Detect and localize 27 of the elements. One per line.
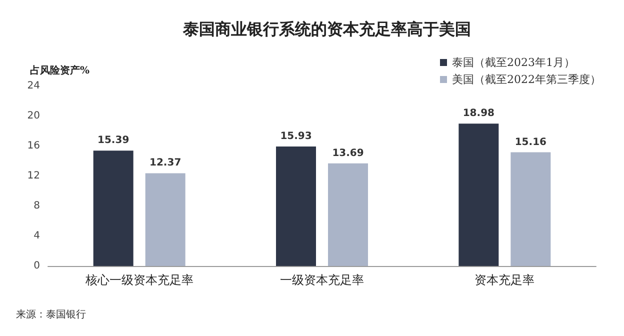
y-tick-label: 20 — [27, 110, 40, 122]
bar — [328, 163, 368, 266]
bar — [93, 150, 134, 266]
data-label: 18.98 — [462, 108, 495, 120]
y-tick-label: 4 — [34, 230, 40, 242]
x-tick-label: 核心一级资本充足率 — [84, 273, 194, 287]
bar — [458, 124, 499, 266]
bar — [510, 152, 551, 266]
y-tick-label: 24 — [27, 80, 40, 92]
bar — [276, 146, 316, 266]
y-axis-title: 占风险资产% — [30, 64, 90, 76]
y-tick-label: 0 — [34, 260, 40, 272]
bar — [145, 173, 186, 266]
y-tick-label: 16 — [27, 140, 40, 152]
source-note: 来源：泰国银行 — [16, 308, 86, 320]
x-tick-label: 一级资本充足率 — [280, 273, 364, 287]
data-label: 13.69 — [332, 148, 364, 159]
legend-label: 泰国（截至2023年1月） — [452, 56, 576, 69]
data-label: 15.93 — [280, 131, 312, 142]
y-tick-label: 12 — [27, 170, 40, 182]
chart-title: 泰国商业银行系统的资本充足率高于美国 — [182, 20, 471, 38]
legend-label: 美国（截至2022年第三季度） — [452, 73, 602, 86]
y-tick-label: 8 — [34, 200, 40, 212]
data-label: 12.37 — [150, 158, 182, 169]
data-label: 15.39 — [98, 135, 130, 146]
data-label: 15.16 — [514, 136, 547, 148]
x-tick-label: 资本充足率 — [474, 273, 535, 287]
